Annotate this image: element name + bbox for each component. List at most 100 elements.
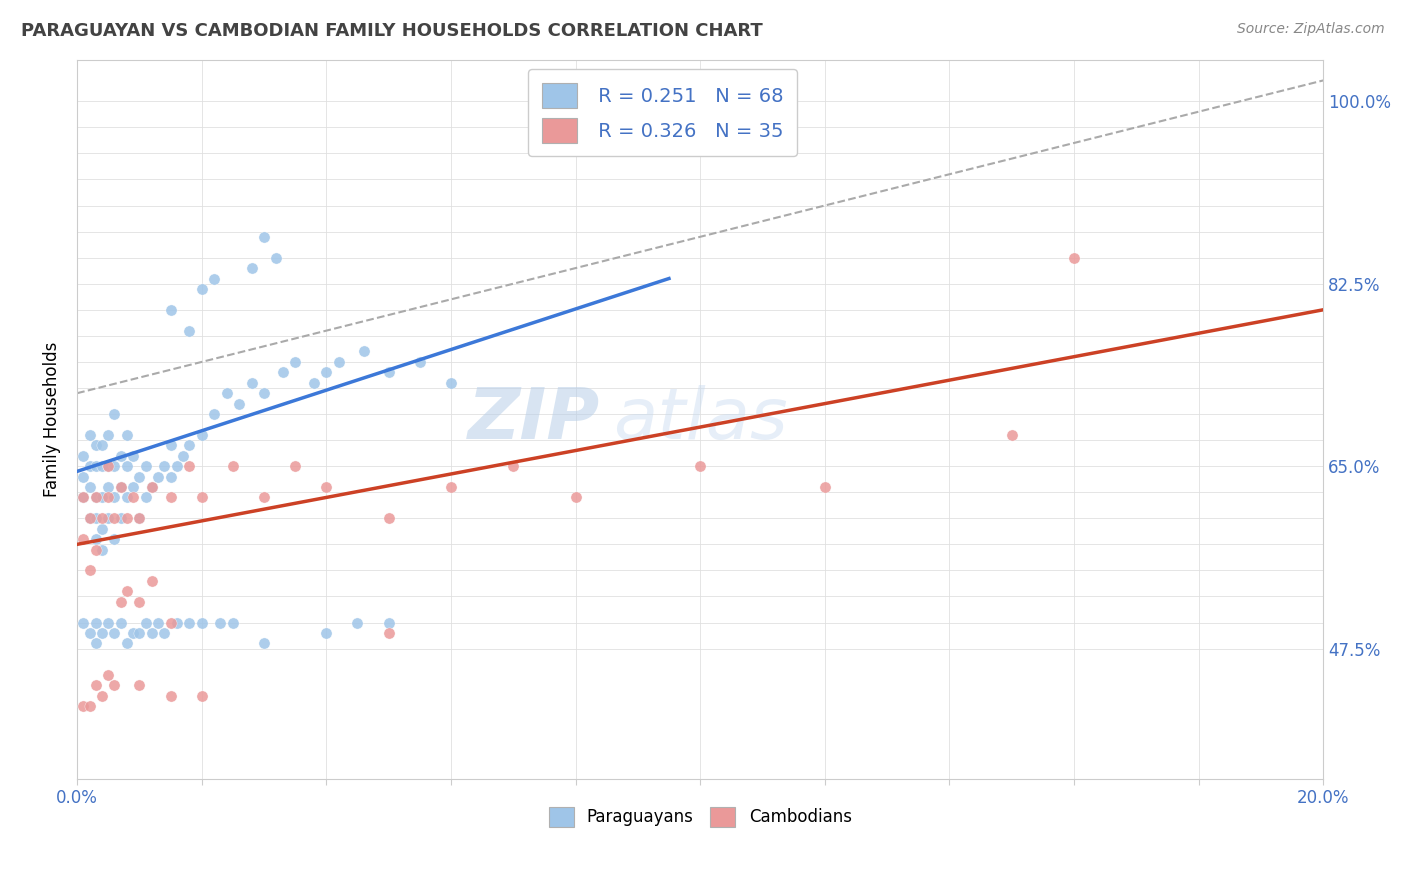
Point [141, 480, 163, 494]
Point [190, 282, 212, 296]
Point [271, 365, 294, 379]
Point [72, 532, 94, 546]
Point [346, 615, 368, 630]
Text: atlas: atlas [613, 384, 787, 454]
Point [222, 615, 245, 630]
Legend: Paraguayans, Cambodians: Paraguayans, Cambodians [540, 798, 860, 835]
Point [190, 615, 212, 630]
Point [135, 491, 157, 505]
Point [110, 480, 132, 494]
Point [215, 386, 238, 401]
Point [110, 449, 132, 463]
Point [1001, 428, 1024, 442]
Point [202, 407, 225, 421]
Point [84, 459, 107, 474]
Point [79, 428, 101, 442]
Point [97, 491, 120, 505]
Point [253, 491, 276, 505]
Point [97, 459, 120, 474]
Point [79, 511, 101, 525]
Point [72, 615, 94, 630]
Point [159, 438, 181, 452]
Point [253, 229, 276, 244]
Point [202, 271, 225, 285]
Point [103, 532, 125, 546]
Point [79, 459, 101, 474]
Y-axis label: Family Households: Family Households [44, 342, 60, 497]
Point [115, 511, 138, 525]
Text: Source: ZipAtlas.com: Source: ZipAtlas.com [1237, 22, 1385, 37]
Point [97, 459, 120, 474]
Point [91, 626, 114, 640]
Point [315, 365, 337, 379]
Point [409, 355, 432, 369]
Point [97, 615, 120, 630]
Point [141, 626, 163, 640]
Point [103, 407, 125, 421]
Point [166, 615, 188, 630]
Point [91, 689, 114, 703]
Point [91, 438, 114, 452]
Point [240, 376, 263, 390]
Point [315, 626, 337, 640]
Point [97, 667, 120, 681]
Point [84, 615, 107, 630]
Point [115, 636, 138, 650]
Point [115, 584, 138, 599]
Point [122, 449, 145, 463]
Point [440, 480, 463, 494]
Point [377, 615, 399, 630]
Point [159, 689, 181, 703]
Point [814, 480, 837, 494]
Point [502, 459, 524, 474]
Point [146, 469, 169, 483]
Point [689, 459, 711, 474]
Point [122, 626, 145, 640]
Point [72, 491, 94, 505]
Point [179, 324, 201, 338]
Point [110, 511, 132, 525]
Point [97, 480, 120, 494]
Point [253, 636, 276, 650]
Point [72, 698, 94, 713]
Point [115, 459, 138, 474]
Point [103, 491, 125, 505]
Point [72, 469, 94, 483]
Point [190, 428, 212, 442]
Point [146, 615, 169, 630]
Point [84, 491, 107, 505]
Point [79, 511, 101, 525]
Point [79, 563, 101, 577]
Point [103, 511, 125, 525]
Point [79, 480, 101, 494]
Point [190, 689, 212, 703]
Point [128, 595, 150, 609]
Point [84, 542, 107, 557]
Point [91, 491, 114, 505]
Point [440, 376, 463, 390]
Point [115, 428, 138, 442]
Point [222, 459, 245, 474]
Point [266, 251, 288, 265]
Point [122, 480, 145, 494]
Point [84, 636, 107, 650]
Point [240, 261, 263, 276]
Point [103, 459, 125, 474]
Point [153, 459, 176, 474]
Point [284, 459, 307, 474]
Point [328, 355, 350, 369]
Point [179, 438, 201, 452]
Point [141, 574, 163, 588]
Point [72, 449, 94, 463]
Point [91, 522, 114, 536]
Point [97, 428, 120, 442]
Text: PARAGUAYAN VS CAMBODIAN FAMILY HOUSEHOLDS CORRELATION CHART: PARAGUAYAN VS CAMBODIAN FAMILY HOUSEHOLD… [21, 22, 763, 40]
Point [103, 678, 125, 692]
Point [159, 469, 181, 483]
Point [141, 480, 163, 494]
Point [110, 615, 132, 630]
Point [128, 678, 150, 692]
Point [135, 459, 157, 474]
Point [377, 511, 399, 525]
Point [179, 615, 201, 630]
